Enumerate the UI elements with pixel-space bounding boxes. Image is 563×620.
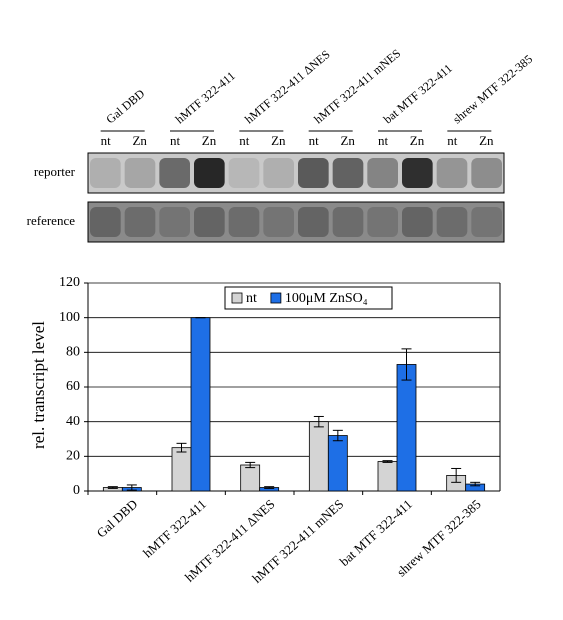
legend-label: 100μM ZnSO₄	[285, 291, 368, 306]
x-tick-label: bat MTF 322-411	[337, 496, 415, 569]
y-axis-title: rel. transcript level	[29, 321, 48, 449]
legend-label: nt	[246, 291, 257, 306]
lane-group-label: shrew MTF 322-385	[450, 52, 535, 127]
reference-band	[263, 207, 294, 237]
reporter-band	[298, 158, 329, 188]
bar	[241, 465, 260, 491]
lane-label: nt	[239, 133, 250, 148]
reference-band	[159, 207, 190, 237]
y-tick-label: 0	[73, 483, 80, 498]
reference-band	[298, 207, 329, 237]
lane-label: Zn	[410, 133, 425, 148]
legend-swatch	[271, 293, 281, 303]
reference-band	[229, 207, 260, 237]
reporter-band	[333, 158, 364, 188]
reporter-band	[437, 158, 468, 188]
bar	[328, 436, 347, 491]
y-tick-label: 40	[66, 414, 80, 429]
y-tick-label: 120	[59, 275, 80, 290]
lane-label: nt	[447, 133, 458, 148]
lane-label: Zn	[479, 133, 494, 148]
reference-band	[333, 207, 364, 237]
bar	[397, 364, 416, 491]
reference-band	[367, 207, 398, 237]
reporter-band	[263, 158, 294, 188]
lane-label: Zn	[271, 133, 286, 148]
reporter-band	[194, 158, 225, 188]
lane-group-label: Gal DBD	[103, 86, 147, 126]
lane-label: Zn	[202, 133, 217, 148]
lane-label: nt	[378, 133, 389, 148]
reporter-band	[367, 158, 398, 188]
bar	[172, 448, 191, 491]
reference-band	[90, 207, 121, 237]
bar	[378, 462, 397, 491]
lane-label: nt	[101, 133, 112, 148]
y-tick-label: 60	[66, 379, 80, 394]
reporter-band	[159, 158, 190, 188]
lane-group-label: hMTF 322-411	[173, 69, 238, 127]
x-tick-label: Gal DBD	[94, 496, 141, 540]
figure: reporter reference rel. transcript level…	[0, 0, 563, 615]
reporter-band	[471, 158, 502, 188]
reporter-band	[229, 158, 260, 188]
reporter-band	[125, 158, 156, 188]
reporter-band	[402, 158, 433, 188]
y-tick-label: 80	[66, 345, 80, 360]
lane-label: nt	[170, 133, 181, 148]
row-label: reference	[27, 213, 76, 228]
y-tick-label: 100	[59, 310, 80, 325]
row-label: reporter	[34, 164, 76, 179]
reference-band	[194, 207, 225, 237]
lane-group-label: bat MTF 322-411	[381, 61, 455, 126]
lane-label: Zn	[132, 133, 147, 148]
reference-band	[402, 207, 433, 237]
reference-band	[471, 207, 502, 237]
bar	[191, 318, 210, 491]
bar	[309, 422, 328, 491]
reference-band	[437, 207, 468, 237]
lane-label: nt	[309, 133, 320, 148]
y-tick-label: 20	[66, 449, 80, 464]
reference-band	[125, 207, 156, 237]
x-tick-label: hMTF 322-411	[140, 496, 209, 560]
reporter-band	[90, 158, 121, 188]
lane-label: Zn	[340, 133, 355, 148]
legend-swatch	[232, 293, 242, 303]
